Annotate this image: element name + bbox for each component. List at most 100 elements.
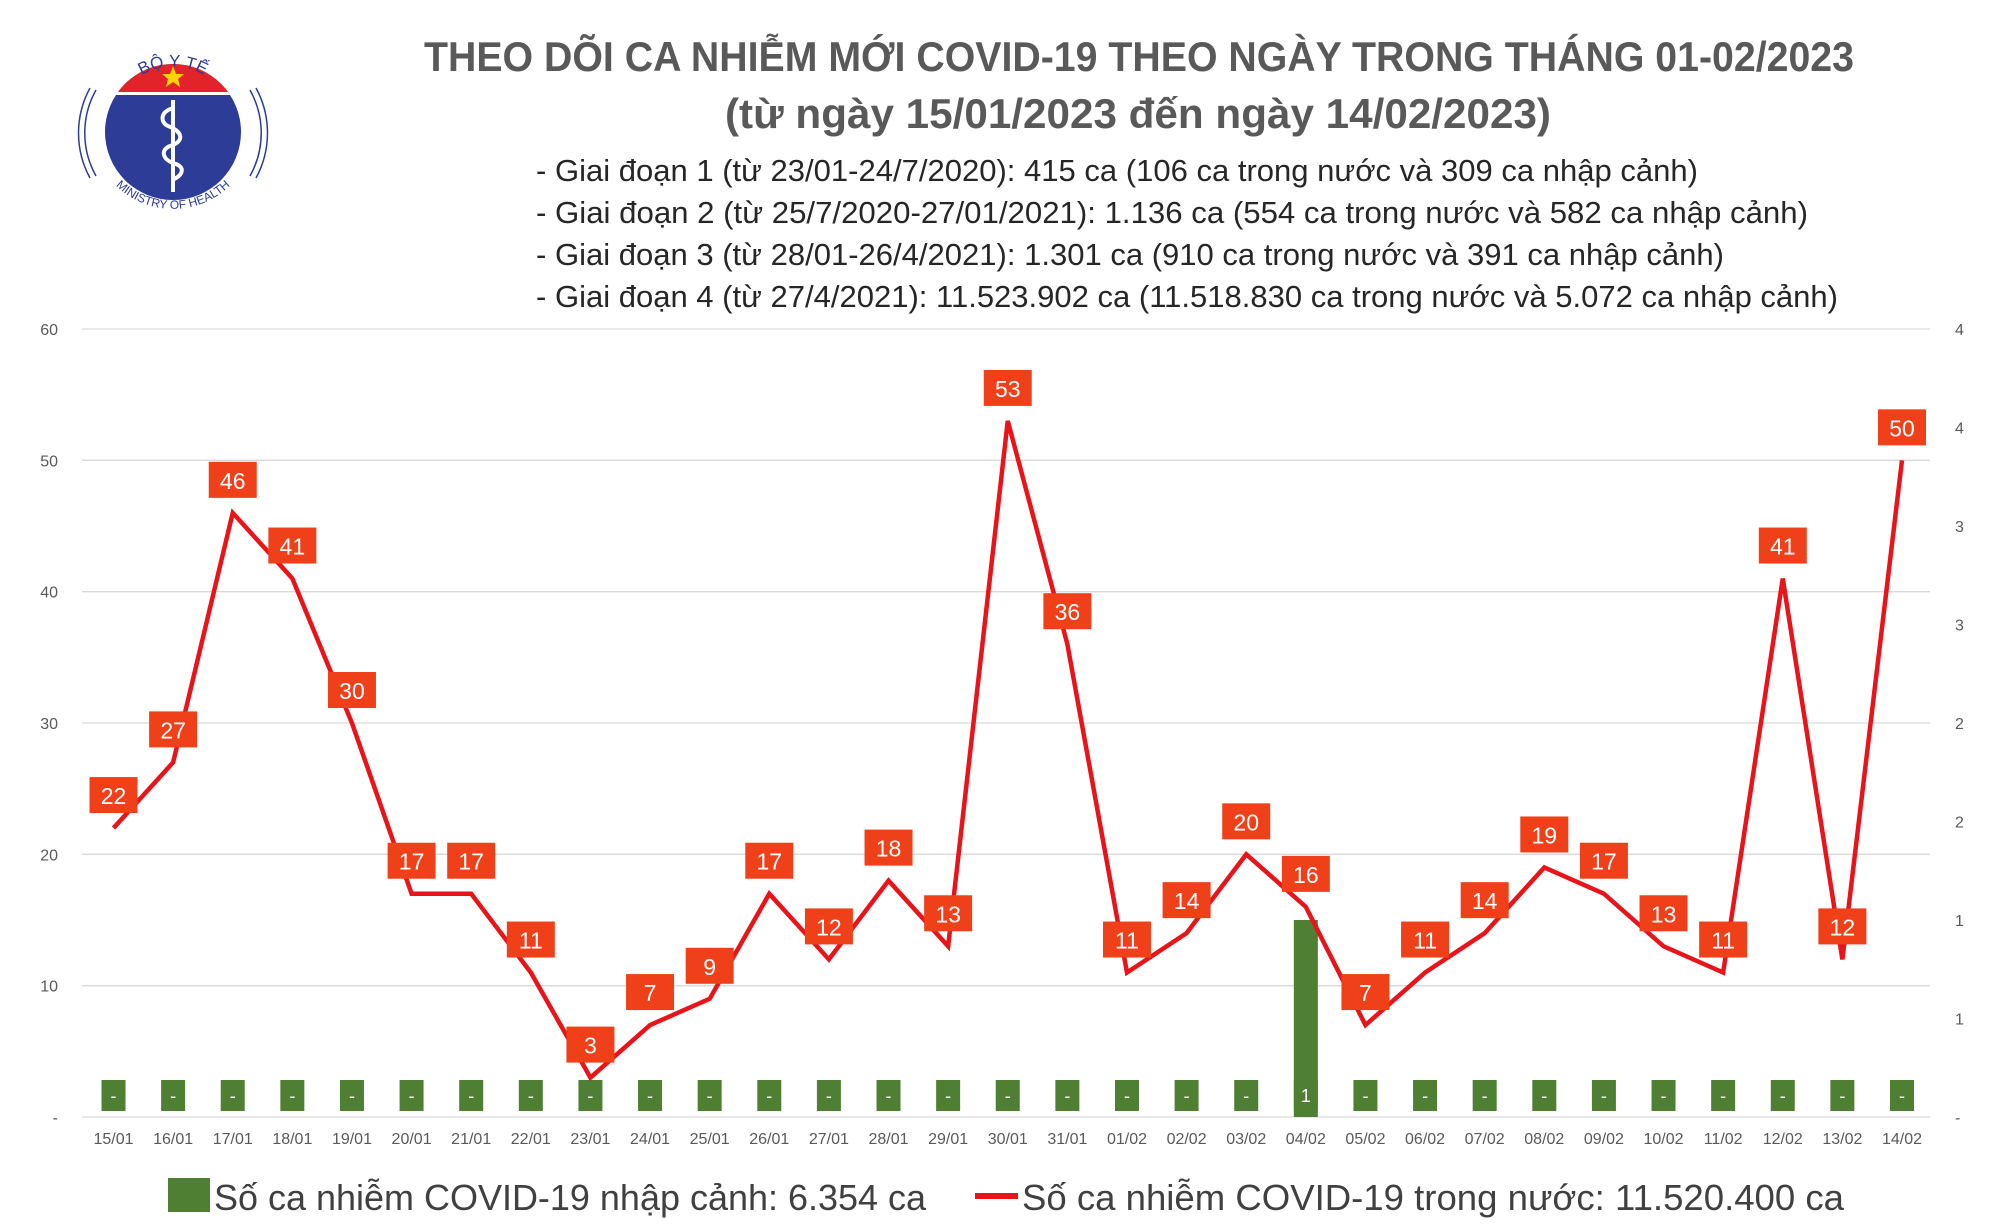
left-axis-tick: 60 (40, 322, 58, 339)
line-data-label: 50 (1889, 415, 1915, 441)
chart-title: THEO DÕI CA NHIỄM MỚI COVID-19 THEO NGÀY… (424, 32, 1854, 80)
line-data-label-box (89, 777, 138, 814)
line-data-label-box (1341, 974, 1390, 1011)
bar-data-label-box (1830, 1080, 1855, 1111)
bar-data-label-box (459, 1080, 484, 1111)
line-data-label: 14 (1472, 888, 1498, 914)
line-data-label-box (1818, 908, 1867, 945)
legend: Số ca nhiễm COVID-19 nhập cảnh: 6.354 ca… (168, 1177, 1845, 1218)
line-data-label: 36 (1055, 599, 1081, 625)
bar-data-label-box (101, 1080, 126, 1111)
line-data-label: 7 (644, 980, 657, 1006)
line-data-label: 30 (339, 678, 365, 704)
legend-domestic: Số ca nhiễm COVID-19 trong nước: 11.520.… (1022, 1177, 1845, 1218)
bar-data-label: - (1541, 1086, 1547, 1106)
bar-data-label-box (339, 1080, 364, 1111)
line-data-label: 18 (876, 836, 902, 862)
bar-data-label: - (230, 1086, 236, 1106)
bar-data-label-box (1353, 1080, 1378, 1111)
right-axis-tick: 1 (1955, 913, 1964, 930)
line-data-label: 11 (1711, 928, 1735, 954)
left-axis-tick: 20 (40, 847, 58, 864)
x-axis-tick: 08/02 (1524, 1131, 1564, 1148)
x-axis-tick: 12/02 (1763, 1131, 1803, 1148)
x-axis-tick: 30/01 (988, 1131, 1028, 1148)
x-axis-tick: 09/02 (1584, 1131, 1624, 1148)
bar-data-label: - (945, 1086, 951, 1106)
right-axis-tick: 4 (1955, 322, 1964, 339)
left-axis-tick: - (53, 1110, 58, 1127)
x-axis-tick: 18/01 (272, 1131, 312, 1148)
bar-data-label: - (528, 1086, 534, 1106)
x-axis-tick: 16/01 (153, 1131, 193, 1148)
bar-data-label-box (1890, 1080, 1914, 1111)
line-data-label-box (1460, 882, 1509, 919)
x-axis-tick: 15/01 (93, 1131, 133, 1148)
line-data-label: 12 (1830, 914, 1856, 940)
line-data-label-box (685, 947, 734, 984)
right-axis-tick: 3 (1955, 519, 1964, 536)
bar-data-label-box (1591, 1080, 1616, 1111)
left-axis-tick: 50 (40, 453, 58, 470)
line-data-label: 22 (101, 783, 127, 809)
ministry-of-health-logo: BỘ Y TẾ MINISTRY OF HEALTH (77, 52, 269, 212)
right-axis-tick: 4 (1955, 421, 1964, 438)
bar-data-label-box (1711, 1080, 1736, 1111)
bar-data-label-box (518, 1080, 543, 1111)
line-data-label: 27 (160, 717, 186, 743)
bar-data-label: - (1482, 1086, 1488, 1106)
legend-line-swatch (975, 1193, 1018, 1199)
line-data-label-box (268, 527, 317, 564)
bar-data-label: - (1899, 1086, 1905, 1106)
left-axis-tick: 30 (40, 716, 58, 733)
x-axis-tick: 25/01 (690, 1131, 730, 1148)
legend-imported: Số ca nhiễm COVID-19 nhập cảnh: 6.354 ca (214, 1177, 927, 1218)
bar-data-label-box (1532, 1080, 1557, 1111)
line-data-label: 46 (220, 468, 246, 494)
bar-data-label: - (886, 1086, 892, 1106)
line-data-label: 11 (1413, 928, 1437, 954)
line-data-label-box (1758, 527, 1807, 564)
line-data-label: 9 (703, 954, 716, 980)
line-data-label-box (1102, 921, 1151, 958)
bar-data-label-box (1234, 1080, 1259, 1111)
bar-data-label: - (289, 1086, 295, 1106)
line-data-label: 19 (1532, 822, 1558, 848)
x-axis-tick: 02/02 (1167, 1131, 1207, 1148)
x-axis-tick: 10/02 (1644, 1131, 1684, 1148)
bar-data-label: - (1243, 1086, 1249, 1106)
bar-data-label-box (1055, 1080, 1080, 1111)
x-axis-tick: 07/02 (1465, 1131, 1505, 1148)
right-axis-tick: - (1955, 1110, 1960, 1127)
x-axis-tick: 14/02 (1882, 1131, 1922, 1148)
bar-data-label-box (1651, 1080, 1676, 1111)
line-data-label: 17 (458, 849, 484, 875)
bar-data-label-box (1413, 1080, 1438, 1111)
line-data-label-box (1520, 816, 1569, 853)
x-axis-tick: 22/01 (511, 1131, 551, 1148)
right-axis-tick: 1 (1955, 1012, 1964, 1029)
line-data-label-box (1222, 803, 1271, 840)
line-data-label: 41 (280, 534, 306, 560)
right-axis-tick: 3 (1955, 618, 1964, 635)
bar-data-label: - (1124, 1086, 1130, 1106)
bar-data-label: - (468, 1086, 474, 1106)
line-data-label-box (1699, 921, 1748, 958)
chart-subtitle: (từ ngày 15/01/2023 đến ngày 14/02/2023) (725, 90, 1551, 137)
domestic-cases-line (111, 420, 1905, 1082)
line-data-label: 13 (935, 901, 961, 927)
line-data-label-box (983, 369, 1032, 406)
bar-data-label: - (707, 1086, 713, 1106)
x-axis-tick: 13/02 (1822, 1131, 1862, 1148)
line-data-label: 17 (756, 849, 782, 875)
bar-data-label-box (220, 1080, 245, 1111)
bar-data-label-box (816, 1080, 841, 1111)
line-data-label: 20 (1233, 809, 1259, 835)
legend-bar-swatch (168, 1178, 210, 1212)
line-data-label: 16 (1293, 862, 1319, 888)
line-data-label-box (506, 921, 555, 958)
bar-data-label: - (1601, 1086, 1607, 1106)
x-axis-tick: 23/01 (570, 1131, 610, 1148)
right-axis-tick: 2 (1955, 716, 1964, 733)
